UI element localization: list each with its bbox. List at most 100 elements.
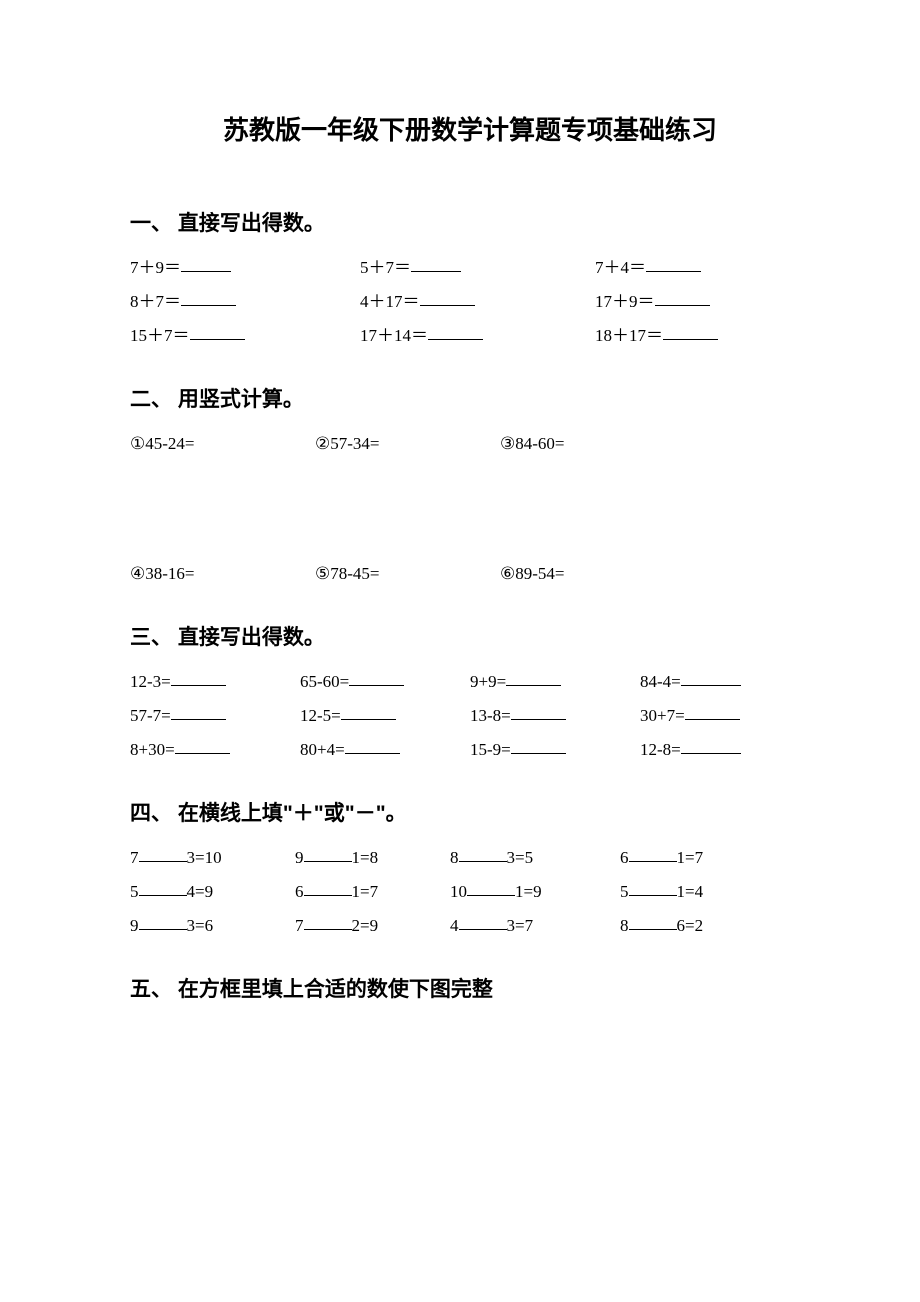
section-5-heading: 五、 在方框里填上合适的数使下图完整 (130, 973, 810, 1003)
answer-blank[interactable] (171, 702, 226, 720)
answer-blank[interactable] (349, 668, 404, 686)
problem-right: 3=6 (187, 916, 214, 935)
problem-right: 1=8 (352, 848, 379, 867)
problem-text: ⑥89-54= (500, 564, 565, 583)
problem-cell: 80+4= (300, 733, 470, 767)
problem-text: 5＋7＝ (360, 258, 411, 277)
problem-cell: 17＋9＝ (595, 285, 795, 319)
problem-cell: 15＋7＝ (130, 319, 360, 353)
problem-text: 4＋17＝ (360, 292, 420, 311)
problem-cell: ①45-24= (130, 427, 315, 461)
answer-blank[interactable] (345, 736, 400, 754)
problem-text: 12-8= (640, 740, 681, 759)
problem-right: 1=4 (677, 882, 704, 901)
answer-blank[interactable] (655, 288, 710, 306)
problem-right: 3=10 (187, 848, 222, 867)
section-4-heading: 四、 在横线上填"＋"或"－"。 (130, 797, 810, 827)
problem-cell: 17＋14＝ (360, 319, 595, 353)
answer-blank[interactable] (685, 702, 740, 720)
section-3-heading: 三、 直接写出得数。 (130, 621, 810, 651)
problem-cell: 5＋7＝ (360, 251, 595, 285)
operator-blank[interactable] (459, 912, 507, 930)
problem-text: 7＋4＝ (595, 258, 646, 277)
problem-right: 2=9 (352, 916, 379, 935)
problem-cell: 65-60= (300, 665, 470, 699)
problem-cell: 4 3=7 (450, 909, 620, 943)
problem-cell: ②57-34= (315, 427, 500, 461)
answer-blank[interactable] (181, 288, 236, 306)
problem-right: 4=9 (187, 882, 214, 901)
problem-left: 10 (450, 882, 467, 901)
problem-text: 30+7= (640, 706, 685, 725)
problem-right: 1=7 (352, 882, 379, 901)
problem-text: 13-8= (470, 706, 511, 725)
answer-blank[interactable] (511, 736, 566, 754)
problem-text: 8＋7＝ (130, 292, 181, 311)
problem-text: 15＋7＝ (130, 326, 190, 345)
section-1-heading: 一、 直接写出得数。 (130, 207, 810, 237)
problem-right: 1=7 (677, 848, 704, 867)
problem-cell: 12-5= (300, 699, 470, 733)
problem-cell: 57-7= (130, 699, 300, 733)
section-2-heading: 二、 用竖式计算。 (130, 383, 810, 413)
operator-blank[interactable] (304, 844, 352, 862)
answer-blank[interactable] (341, 702, 396, 720)
answer-blank[interactable] (181, 254, 231, 272)
problem-cell: 7＋9＝ (130, 251, 360, 285)
answer-blank[interactable] (171, 668, 226, 686)
problem-text: ④38-16= (130, 564, 195, 583)
answer-blank[interactable] (511, 702, 566, 720)
problem-cell: ⑥89-54= (500, 557, 685, 591)
problem-cell: 51=4 (620, 875, 780, 909)
problem-left: 4 (450, 916, 459, 935)
problem-cell: 7 2=9 (295, 909, 450, 943)
problem-text: 18＋17＝ (595, 326, 663, 345)
problem-text: 9+9= (470, 672, 506, 691)
operator-blank[interactable] (139, 912, 187, 930)
problem-text: 12-5= (300, 706, 341, 725)
problem-left: 8 (620, 916, 629, 935)
problem-cell: 8+30= (130, 733, 300, 767)
problem-left: 7 (130, 848, 139, 867)
answer-blank[interactable] (681, 668, 741, 686)
operator-blank[interactable] (629, 912, 677, 930)
problem-left: 7 (295, 916, 304, 935)
problem-text: ①45-24= (130, 434, 195, 453)
problem-text: 65-60= (300, 672, 349, 691)
problem-left: 6 (620, 848, 629, 867)
problem-left: 8 (450, 848, 459, 867)
operator-blank[interactable] (459, 844, 507, 862)
answer-blank[interactable] (190, 322, 245, 340)
problem-cell: 15-9= (470, 733, 640, 767)
answer-blank[interactable] (428, 322, 483, 340)
problem-text: ③84-60= (500, 434, 565, 453)
operator-blank[interactable] (304, 878, 352, 896)
problem-cell: ③84-60= (500, 427, 685, 461)
answer-blank[interactable] (175, 736, 230, 754)
section-2-body: ①45-24= ②57-34= ③84-60= ④38-16= ⑤78-45= … (130, 427, 810, 591)
problem-left: 9 (295, 848, 304, 867)
answer-blank[interactable] (420, 288, 475, 306)
operator-blank[interactable] (467, 878, 515, 896)
problem-cell: 13-8= (470, 699, 640, 733)
answer-blank[interactable] (681, 736, 741, 754)
problem-cell: 12-3= (130, 665, 300, 699)
operator-blank[interactable] (304, 912, 352, 930)
problem-left: 5 (130, 882, 139, 901)
answer-blank[interactable] (646, 254, 701, 272)
operator-blank[interactable] (629, 878, 677, 896)
problem-cell: 30+7= (640, 699, 810, 733)
operator-blank[interactable] (629, 844, 677, 862)
problem-text: 57-7= (130, 706, 171, 725)
answer-blank[interactable] (506, 668, 561, 686)
problem-cell: 61=7 (295, 875, 450, 909)
problem-right: 3=7 (507, 916, 534, 935)
operator-blank[interactable] (139, 878, 187, 896)
problem-cell: 83=5 (450, 841, 620, 875)
answer-blank[interactable] (411, 254, 461, 272)
problem-cell: 5 4=9 (130, 875, 295, 909)
problem-right: 1=9 (515, 882, 542, 901)
operator-blank[interactable] (139, 844, 187, 862)
answer-blank[interactable] (663, 322, 718, 340)
problem-cell: 7＋4＝ (595, 251, 795, 285)
